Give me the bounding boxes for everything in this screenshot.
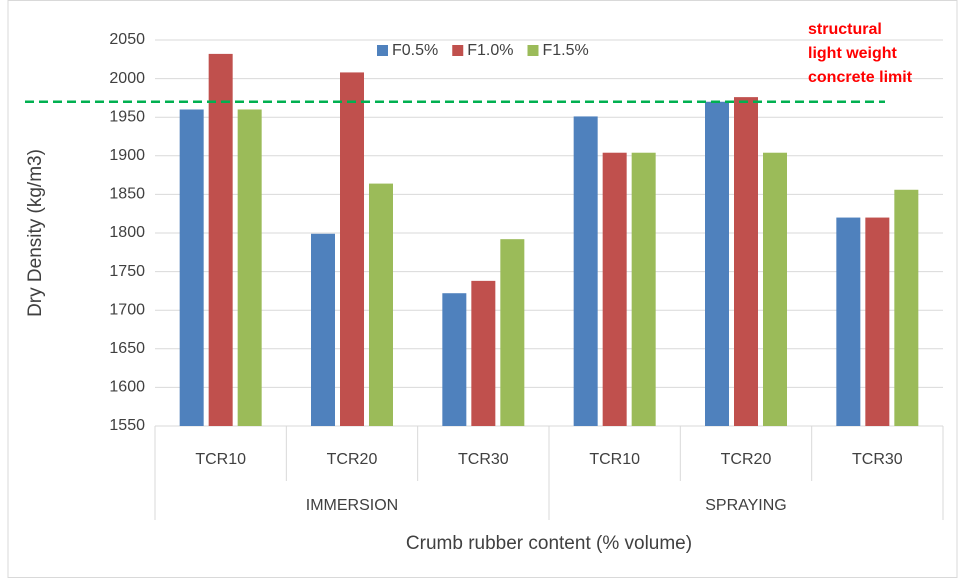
bar bbox=[237, 109, 262, 426]
y-tick-label: 1950 bbox=[109, 108, 145, 125]
bar bbox=[500, 239, 525, 426]
x-tick-label: TCR10 bbox=[589, 451, 640, 468]
bar bbox=[311, 233, 335, 426]
bar bbox=[836, 217, 861, 426]
group-label: IMMERSION bbox=[306, 497, 398, 514]
bar bbox=[865, 217, 890, 426]
y-tick-label: 1800 bbox=[109, 224, 145, 241]
y-tick-label: 1600 bbox=[109, 379, 145, 396]
legend-swatch bbox=[527, 45, 539, 56]
y-tick-label: 2050 bbox=[109, 31, 145, 48]
bar bbox=[894, 189, 919, 426]
y-tick-label: 1650 bbox=[109, 340, 145, 357]
bar bbox=[340, 72, 364, 426]
x-axis-title: Crumb rubber content (% volume) bbox=[406, 533, 692, 554]
x-tick-label: TCR20 bbox=[327, 451, 378, 468]
bar bbox=[442, 293, 467, 426]
bar bbox=[573, 116, 598, 426]
annotation: concrete limit bbox=[808, 69, 913, 86]
bar bbox=[208, 53, 233, 427]
bar bbox=[471, 280, 496, 426]
group-label: SPRAYING bbox=[705, 497, 787, 514]
y-tick-label: 1850 bbox=[109, 186, 145, 203]
bar bbox=[602, 152, 627, 426]
legend-label: F0.5% bbox=[392, 42, 438, 59]
bar bbox=[763, 152, 787, 426]
legend-label: F1.5% bbox=[543, 42, 589, 59]
x-tick-label: TCR30 bbox=[852, 451, 903, 468]
bar bbox=[369, 183, 393, 426]
y-axis-title: Dry Density (kg/m3) bbox=[25, 149, 46, 317]
y-tick-label: 1550 bbox=[109, 417, 145, 434]
legend-swatch bbox=[377, 45, 388, 56]
y-tick-label: 1700 bbox=[109, 301, 145, 318]
x-tick-label: TCR10 bbox=[195, 451, 246, 468]
legend-swatch bbox=[452, 45, 464, 56]
bar bbox=[705, 101, 729, 426]
y-tick-label: 1750 bbox=[109, 263, 145, 280]
bar bbox=[631, 152, 656, 426]
annotation: light weight bbox=[808, 45, 898, 62]
y-tick-label: 1900 bbox=[109, 147, 145, 164]
bar bbox=[734, 97, 758, 427]
x-tick-label: TCR20 bbox=[721, 451, 772, 468]
y-tick-label: 2000 bbox=[109, 70, 145, 87]
annotation: structural bbox=[808, 21, 882, 38]
legend-label: F1.0% bbox=[467, 42, 513, 59]
x-tick-label: TCR30 bbox=[458, 451, 509, 468]
bar bbox=[179, 109, 204, 426]
